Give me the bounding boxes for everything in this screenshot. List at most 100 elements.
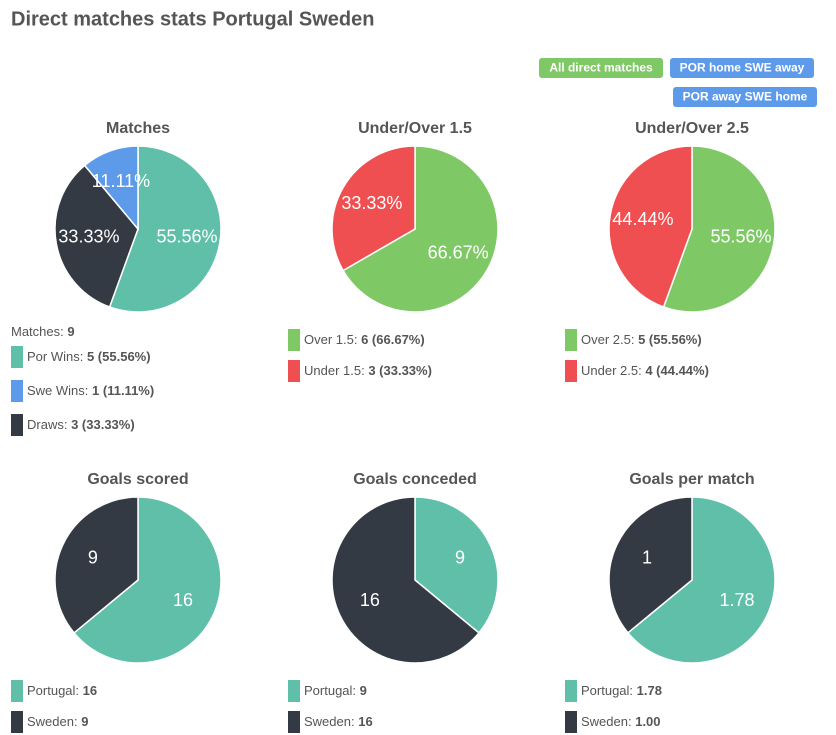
slice-label: 16 bbox=[173, 590, 193, 610]
legend-label: Portugal: bbox=[27, 683, 79, 698]
legend-value: 3 (33.33%) bbox=[368, 363, 432, 378]
slice-label: 33.33% bbox=[341, 193, 402, 213]
legend-label: Por Wins: bbox=[27, 349, 83, 364]
legend-entry: Matches: 9 bbox=[11, 324, 75, 339]
slice-label: 66.67% bbox=[428, 243, 489, 263]
filter-button[interactable]: POR away SWE home bbox=[673, 87, 817, 107]
legend-swatch bbox=[565, 329, 577, 351]
pie-slice bbox=[608, 145, 693, 308]
legend-swatch bbox=[288, 711, 300, 733]
legend-entry: Sweden: 1.00 bbox=[581, 714, 661, 729]
pie-slice bbox=[83, 145, 139, 232]
legend-label: Over 2.5: bbox=[581, 332, 634, 347]
legend-label: Over 1.5: bbox=[304, 332, 357, 347]
legend-label: Swe Wins: bbox=[27, 383, 88, 398]
legend-value: 16 bbox=[358, 714, 372, 729]
chart-title: Goals scored bbox=[87, 471, 188, 488]
legend-swatch bbox=[11, 414, 23, 436]
chart-title: Matches bbox=[106, 120, 170, 137]
legend-value: 16 bbox=[83, 683, 97, 698]
pie-chart: Under/Over 1.5 66.67% 33.33% Over 1.5: 6 (6… bbox=[288, 120, 499, 382]
legend-swatch bbox=[565, 360, 577, 382]
pie-chart: Matches 55.56% 33.33% 11.11% Matches: 9 Por W… bbox=[11, 120, 222, 436]
legend-value: 1.00 bbox=[635, 714, 660, 729]
legend-entry: Portugal: 16 bbox=[27, 683, 97, 698]
pie-slice bbox=[54, 496, 139, 634]
pie-slice bbox=[72, 496, 222, 664]
pie-chart: Under/Over 2.5 55.56% 44.44% Over 2.5: 5 (5… bbox=[565, 120, 776, 382]
legend-entry: Draws: 3 (33.33%) bbox=[27, 417, 135, 432]
button-label[interactable]: POR home SWE away bbox=[680, 61, 805, 75]
legend-entry: Por Wins: 5 (55.56%) bbox=[27, 349, 151, 364]
legend-label: Portugal: bbox=[581, 683, 633, 698]
legend-label: Sweden: bbox=[304, 714, 355, 729]
legend-entry: Under 2.5: 4 (44.44%) bbox=[581, 363, 709, 378]
legend-label: Under 1.5: bbox=[304, 363, 365, 378]
legend-entry: Portugal: 9 bbox=[304, 683, 367, 698]
legend-swatch bbox=[288, 680, 300, 702]
legend-entry: Over 2.5: 5 (55.56%) bbox=[581, 332, 702, 347]
slice-label: 9 bbox=[455, 548, 465, 568]
legend-value: 4 (44.44%) bbox=[645, 363, 709, 378]
pie-slice bbox=[414, 496, 499, 634]
legend-swatch bbox=[11, 380, 23, 402]
legend-label: Draws: bbox=[27, 417, 67, 432]
legend-entry: Over 1.5: 6 (66.67%) bbox=[304, 332, 425, 347]
button-bg[interactable] bbox=[670, 58, 814, 78]
legend-value: 5 (55.56%) bbox=[638, 332, 702, 347]
legend-label: Sweden: bbox=[581, 714, 632, 729]
pie-slice bbox=[331, 145, 416, 272]
legend-swatch bbox=[11, 680, 23, 702]
legend-value: 1 (11.11%) bbox=[92, 383, 154, 398]
chart-title: Under/Over 1.5 bbox=[358, 120, 472, 137]
button-label[interactable]: All direct matches bbox=[549, 61, 653, 75]
pie-slice bbox=[608, 496, 693, 634]
pie-chart: Goals conceded 9 16 Portugal: 9 Sweden: 16 bbox=[288, 471, 499, 733]
legend-value: 9 bbox=[67, 324, 74, 339]
legend-entry: Sweden: 9 bbox=[27, 714, 88, 729]
legend-swatch bbox=[565, 711, 577, 733]
pie-slice bbox=[626, 496, 776, 664]
chart-title: Goals conceded bbox=[353, 471, 477, 488]
legend-swatch bbox=[11, 711, 23, 733]
legend-value: 9 bbox=[81, 714, 88, 729]
legend-entry: Sweden: 16 bbox=[304, 714, 373, 729]
chart-title: Under/Over 2.5 bbox=[635, 120, 749, 137]
legend-entry: Under 1.5: 3 (33.33%) bbox=[304, 363, 432, 378]
legend-swatch bbox=[288, 329, 300, 351]
legend-entry: Swe Wins: 1 (11.11%) bbox=[27, 383, 154, 398]
pie-slice bbox=[54, 164, 139, 308]
legend-label: Under 2.5: bbox=[581, 363, 642, 378]
legend-label: Portugal: bbox=[304, 683, 356, 698]
chart-title: Goals per match bbox=[629, 471, 754, 488]
button-bg[interactable] bbox=[673, 87, 817, 107]
legend-swatch bbox=[288, 360, 300, 382]
legend-entry: Portugal: 1.78 bbox=[581, 683, 662, 698]
button-label[interactable]: POR away SWE home bbox=[683, 90, 808, 104]
pie-chart: Goals per match 1.78 1 Portugal: 1.78 Sweden… bbox=[565, 471, 776, 733]
legend-value: 6 (66.67%) bbox=[361, 332, 425, 347]
filter-button[interactable]: POR home SWE away bbox=[670, 58, 814, 78]
legend-value: 5 (55.56%) bbox=[87, 349, 151, 364]
filter-button[interactable]: All direct matches bbox=[539, 58, 663, 78]
slice-label: 9 bbox=[88, 548, 98, 568]
slice-label: 1 bbox=[642, 548, 652, 568]
legend-label: Matches: bbox=[11, 324, 64, 339]
slice-label: 11.11% bbox=[92, 171, 150, 191]
slice-label: 55.56% bbox=[711, 226, 772, 246]
pie-slice bbox=[342, 145, 499, 313]
button-bg[interactable] bbox=[539, 58, 663, 78]
pie-slice bbox=[331, 496, 481, 664]
pie-slice bbox=[108, 145, 222, 313]
legend-label: Sweden: bbox=[27, 714, 78, 729]
page-title: Direct matches stats Portugal Sweden bbox=[11, 8, 374, 30]
slice-label: 16 bbox=[360, 590, 380, 610]
pie-chart: Goals scored 16 9 Portugal: 16 Sweden: 9 bbox=[11, 471, 222, 733]
slice-label: 44.44% bbox=[612, 209, 673, 229]
legend-value: 9 bbox=[360, 683, 367, 698]
slice-label: 55.56% bbox=[157, 226, 218, 246]
legend-swatch bbox=[11, 346, 23, 368]
slice-label: 1.78 bbox=[720, 590, 755, 610]
legend-value: 1.78 bbox=[637, 683, 662, 698]
